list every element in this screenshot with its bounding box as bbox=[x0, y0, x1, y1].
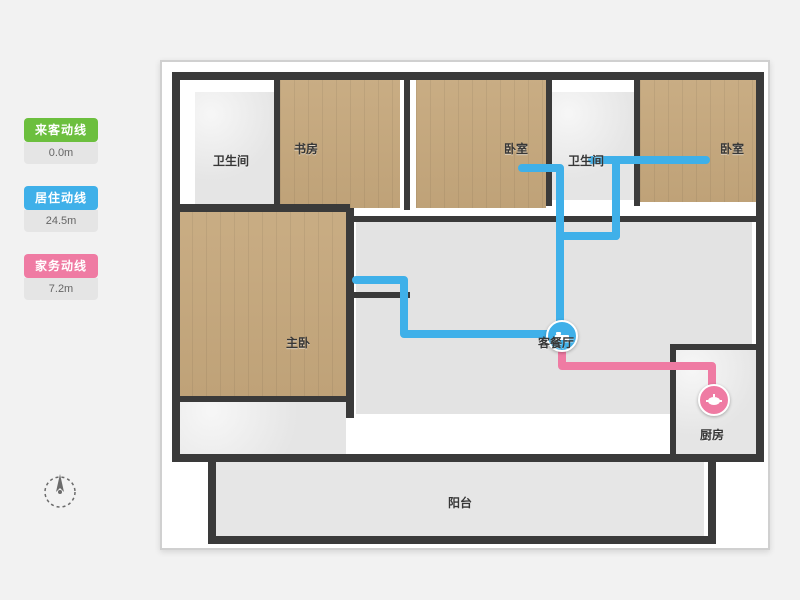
flow-node-chore bbox=[698, 384, 730, 416]
wall-segment bbox=[350, 292, 410, 298]
floor-plan: 卫生间 书房 卧室卫生间 卧室主卧 客餐厅厨房阳台 bbox=[160, 60, 770, 550]
canvas: 来客动线0.0m 居住动线24.5m 家务动线7.2m 卫生间 书房 卧室卫生间 卧室主卧… bbox=[0, 0, 800, 600]
legend-value: 7.2m bbox=[24, 278, 98, 300]
legend-item: 家务动线7.2m bbox=[24, 254, 98, 300]
wall-segment bbox=[708, 454, 716, 542]
wall-segment bbox=[350, 216, 756, 222]
legend-item: 居住动线24.5m bbox=[24, 186, 98, 232]
legend-item: 来客动线0.0m bbox=[24, 118, 98, 164]
wall-segment bbox=[208, 454, 216, 542]
wall-segment bbox=[708, 454, 764, 462]
room-bath2 bbox=[552, 92, 634, 200]
room-label-master: 主卧 bbox=[286, 334, 310, 351]
legend-value: 24.5m bbox=[24, 210, 98, 232]
room-label-living: 客餐厅 bbox=[538, 334, 574, 351]
room-label-kitchen: 厨房 bbox=[700, 426, 724, 443]
room-label-bath1: 卫生间 bbox=[213, 152, 249, 169]
wall-segment bbox=[346, 208, 354, 418]
legend-badge: 居住动线 bbox=[24, 186, 98, 210]
room-label-balcony: 阳台 bbox=[448, 494, 472, 511]
room-bath1 bbox=[195, 92, 275, 204]
wall-segment bbox=[178, 454, 710, 462]
wall-segment bbox=[172, 72, 762, 80]
wall-segment bbox=[634, 78, 640, 206]
wall-segment bbox=[670, 344, 676, 456]
wall-segment bbox=[178, 396, 350, 402]
room-label-study: 书房 bbox=[294, 140, 318, 157]
legend: 来客动线0.0m 居住动线24.5m 家务动线7.2m bbox=[24, 118, 98, 322]
room-master bbox=[178, 208, 346, 396]
wall-segment bbox=[274, 78, 280, 208]
room-label-bath2: 卫生间 bbox=[568, 152, 604, 169]
legend-badge: 家务动线 bbox=[24, 254, 98, 278]
legend-value: 0.0m bbox=[24, 142, 98, 164]
wall-segment bbox=[546, 78, 552, 206]
room-label-bed2: 卧室 bbox=[504, 140, 528, 157]
compass-icon bbox=[40, 472, 80, 512]
wall-segment bbox=[404, 78, 410, 210]
room-label-bed3: 卧室 bbox=[720, 140, 744, 157]
legend-badge: 来客动线 bbox=[24, 118, 98, 142]
room-util bbox=[178, 400, 346, 456]
wall-segment bbox=[178, 204, 350, 212]
wall-segment bbox=[208, 536, 716, 544]
wall-segment bbox=[670, 344, 758, 350]
wall-segment bbox=[756, 72, 764, 460]
